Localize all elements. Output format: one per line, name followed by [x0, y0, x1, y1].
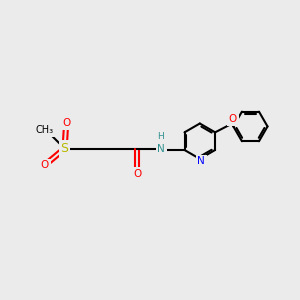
Text: N: N — [197, 156, 205, 166]
Text: H: H — [157, 132, 164, 141]
Text: CH₃: CH₃ — [35, 125, 54, 135]
Text: S: S — [61, 142, 69, 155]
Text: O: O — [41, 160, 49, 170]
Text: O: O — [62, 118, 71, 128]
Text: O: O — [133, 169, 141, 179]
Text: N: N — [157, 143, 165, 154]
Text: O: O — [229, 114, 237, 124]
